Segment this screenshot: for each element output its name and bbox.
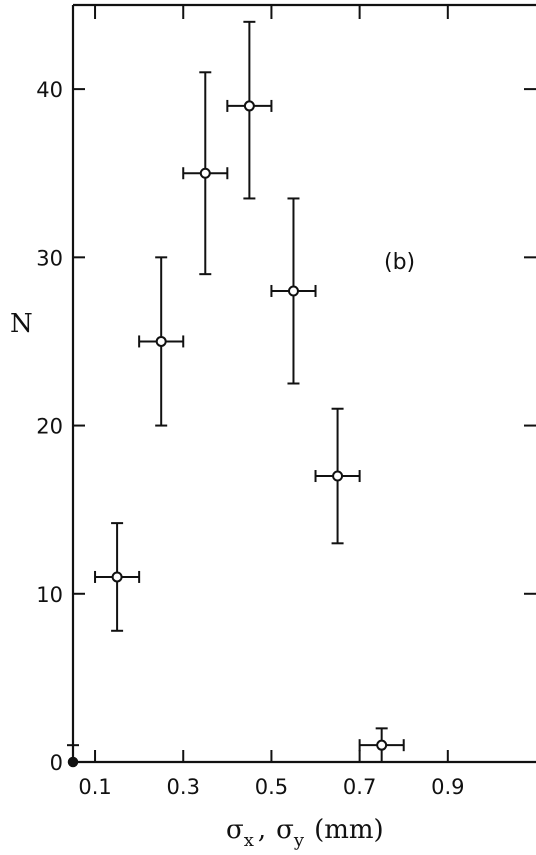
- x-axis-label: σx, σy (mm): [226, 815, 384, 851]
- data-marker: [332, 470, 344, 482]
- x-label-sigma-x: σ: [226, 815, 244, 845]
- y-axis-label: N: [10, 309, 33, 339]
- data-point: [270, 197, 317, 385]
- x-label-unit: (mm): [314, 815, 384, 845]
- y-tick-label: 20: [36, 415, 63, 439]
- x-label-separator: ,: [258, 815, 266, 845]
- data-marker: [376, 739, 388, 751]
- y-tick-label: 10: [36, 583, 63, 607]
- data-point: [358, 727, 405, 763]
- data-point: [94, 522, 141, 632]
- x-tick-label: 0.9: [431, 775, 464, 799]
- data-point: [314, 407, 361, 545]
- y-tick-label: 30: [36, 246, 63, 270]
- y-tick-label: 40: [36, 78, 63, 102]
- panel-label: (b): [384, 250, 415, 275]
- data-point: [182, 71, 229, 276]
- y-tick-label: 0: [50, 751, 63, 775]
- x-ticks: 0.1 0.3 0.5 0.7 0.9: [78, 5, 465, 799]
- x-label-sub-x: x: [244, 830, 254, 851]
- x-tick-label: 0.3: [167, 775, 200, 799]
- data-marker: [155, 335, 167, 347]
- x-tick-label: 0.5: [255, 775, 288, 799]
- data-point: [67, 744, 79, 768]
- x-label-sigma-y: σ: [276, 815, 294, 845]
- data-marker: [111, 571, 123, 583]
- data-marker: [199, 167, 211, 179]
- y-ticks: 0 10 20 30 40: [36, 78, 536, 775]
- x-tick-label: 0.7: [343, 775, 376, 799]
- x-tick-label: 0.1: [78, 775, 111, 799]
- x-label-sub-y: y: [293, 830, 305, 851]
- data-points: [67, 20, 405, 768]
- data-marker: [287, 285, 299, 297]
- data-point: [226, 20, 273, 200]
- axes-frame: [71, 3, 536, 764]
- data-marker: [243, 100, 255, 112]
- data-marker: [67, 756, 79, 768]
- data-point: [138, 256, 185, 427]
